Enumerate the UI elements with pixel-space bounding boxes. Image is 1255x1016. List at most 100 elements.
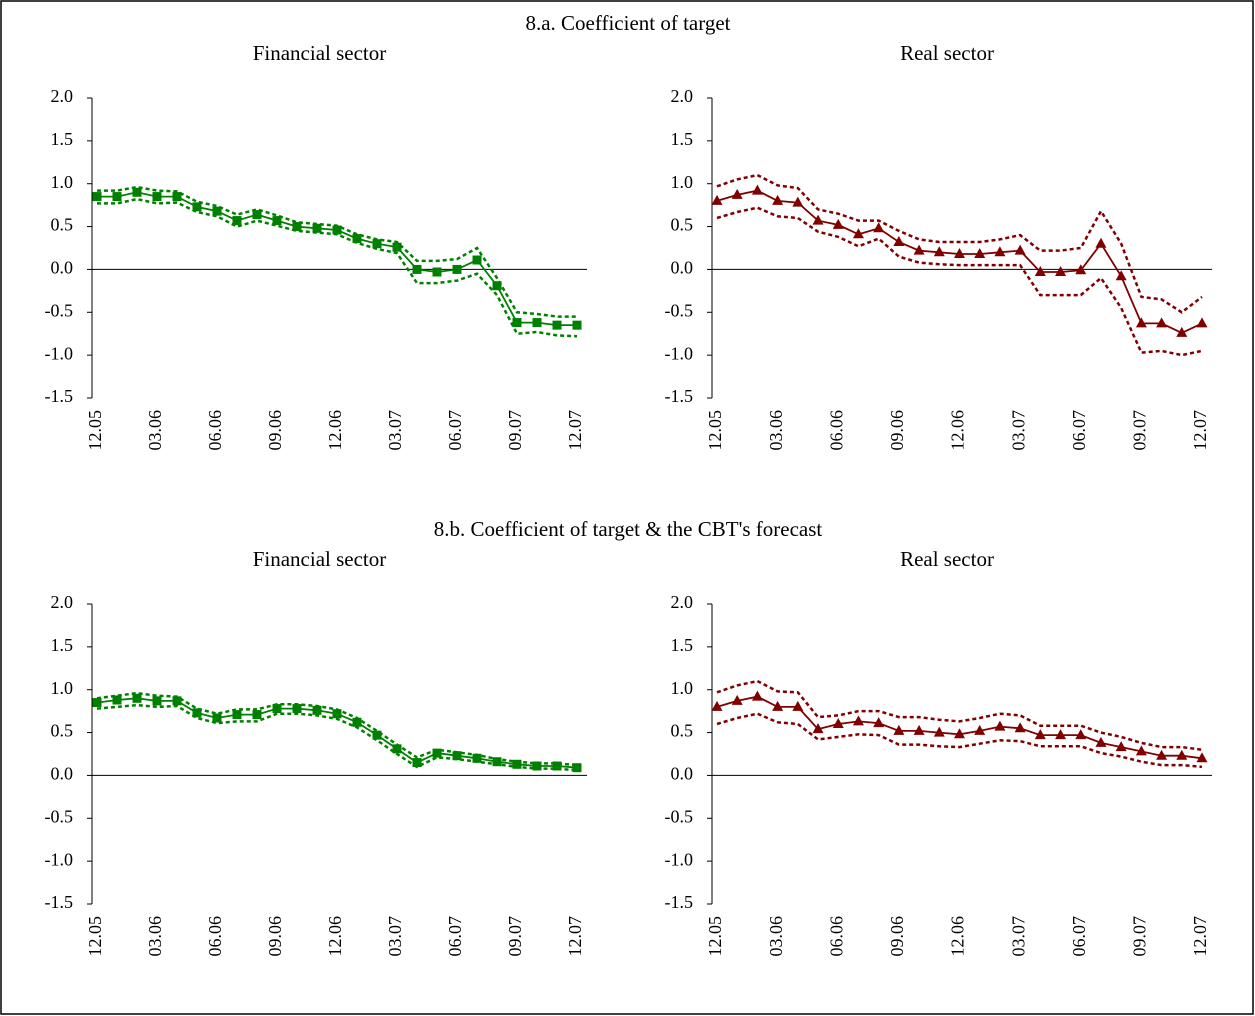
marker: [1095, 736, 1107, 747]
marker: [1135, 317, 1147, 328]
marker: [92, 192, 102, 202]
marker: [432, 748, 442, 758]
marker: [212, 713, 222, 723]
marker: [1196, 752, 1208, 763]
chart-title: Financial sector: [253, 547, 387, 571]
y-tick-label: 0.0: [671, 258, 694, 278]
marker: [1055, 266, 1067, 276]
marker: [252, 210, 262, 220]
marker: [512, 759, 522, 769]
y-tick-label: -1.5: [45, 386, 74, 406]
marker: [392, 744, 402, 754]
marker: [172, 696, 182, 706]
section-title: 8.b. Coefficient of target & the CBT's f…: [434, 517, 823, 541]
marker: [412, 758, 422, 768]
marker: [711, 700, 723, 711]
marker: [772, 194, 784, 205]
marker: [152, 192, 162, 202]
marker: [852, 715, 864, 726]
y-tick-label: 1.0: [51, 678, 74, 698]
marker: [492, 757, 502, 767]
y-tick-label: -1.5: [665, 386, 694, 406]
marker: [532, 761, 542, 771]
marker: [974, 248, 986, 258]
marker: [332, 709, 342, 719]
marker: [452, 264, 462, 274]
x-tick-label: 09.06: [265, 410, 285, 451]
marker: [552, 320, 562, 330]
x-tick-label: 09.06: [887, 916, 907, 957]
x-tick-label: 06.07: [1069, 916, 1089, 957]
x-tick-label: 12.06: [325, 916, 345, 957]
y-tick-label: -1.0: [45, 849, 74, 869]
y-tick-label: 0.5: [671, 721, 694, 741]
y-tick-label: 0.0: [51, 258, 74, 278]
marker: [731, 188, 743, 199]
y-tick-label: -0.5: [665, 300, 694, 320]
y-tick-label: 2.0: [51, 592, 74, 612]
marker: [192, 202, 202, 212]
marker: [994, 246, 1006, 257]
marker: [1156, 749, 1168, 760]
y-tick-label: -1.5: [665, 892, 694, 912]
marker: [1196, 317, 1208, 328]
marker: [812, 723, 824, 734]
marker: [873, 222, 885, 233]
marker: [994, 720, 1006, 731]
marker: [92, 698, 102, 708]
x-tick-label: 09.07: [1130, 916, 1150, 957]
band-line: [716, 206, 1203, 357]
marker: [731, 694, 743, 705]
y-tick-label: 0.5: [51, 215, 74, 235]
marker: [1014, 722, 1026, 733]
marker: [913, 244, 925, 255]
band-line: [96, 703, 578, 772]
marker: [832, 218, 844, 229]
marker: [572, 763, 582, 773]
marker: [512, 318, 522, 328]
marker: [1075, 729, 1087, 740]
marker: [933, 246, 945, 257]
marker: [893, 724, 905, 735]
chart-title: Real sector: [900, 547, 994, 571]
x-tick-label: 09.07: [505, 410, 525, 451]
marker: [913, 724, 925, 735]
marker: [792, 196, 804, 207]
x-tick-label: 12.05: [85, 916, 105, 957]
marker: [172, 192, 182, 202]
marker: [1115, 741, 1127, 752]
y-tick-label: -0.5: [45, 300, 74, 320]
x-tick-label: 03.07: [1008, 410, 1028, 451]
y-tick-label: 1.5: [51, 129, 74, 149]
marker: [572, 320, 582, 330]
x-tick-label: 03.07: [1008, 916, 1028, 957]
marker: [552, 761, 562, 771]
y-tick-label: -1.5: [45, 892, 74, 912]
marker: [711, 194, 723, 205]
x-tick-label: 12.07: [1190, 410, 1210, 451]
marker: [893, 236, 905, 246]
y-tick-label: -1.0: [45, 343, 74, 363]
marker: [352, 234, 362, 244]
marker: [832, 718, 844, 728]
marker: [1156, 317, 1168, 328]
marker: [272, 704, 282, 714]
marker: [372, 730, 382, 740]
marker: [1176, 749, 1188, 760]
marker: [852, 228, 864, 239]
y-tick-label: -0.5: [665, 806, 694, 826]
band-line: [97, 197, 578, 338]
x-tick-label: 09.06: [887, 410, 907, 451]
x-tick-label: 03.07: [385, 916, 405, 957]
y-tick-label: 1.5: [671, 635, 694, 655]
marker: [232, 216, 242, 226]
y-tick-label: 2.0: [671, 86, 694, 106]
y-tick-label: 1.5: [671, 129, 694, 149]
marker: [954, 728, 965, 739]
y-tick-label: 0.5: [671, 215, 694, 235]
marker: [412, 264, 422, 274]
x-tick-label: 09.07: [505, 916, 525, 957]
band-line: [716, 679, 1203, 751]
